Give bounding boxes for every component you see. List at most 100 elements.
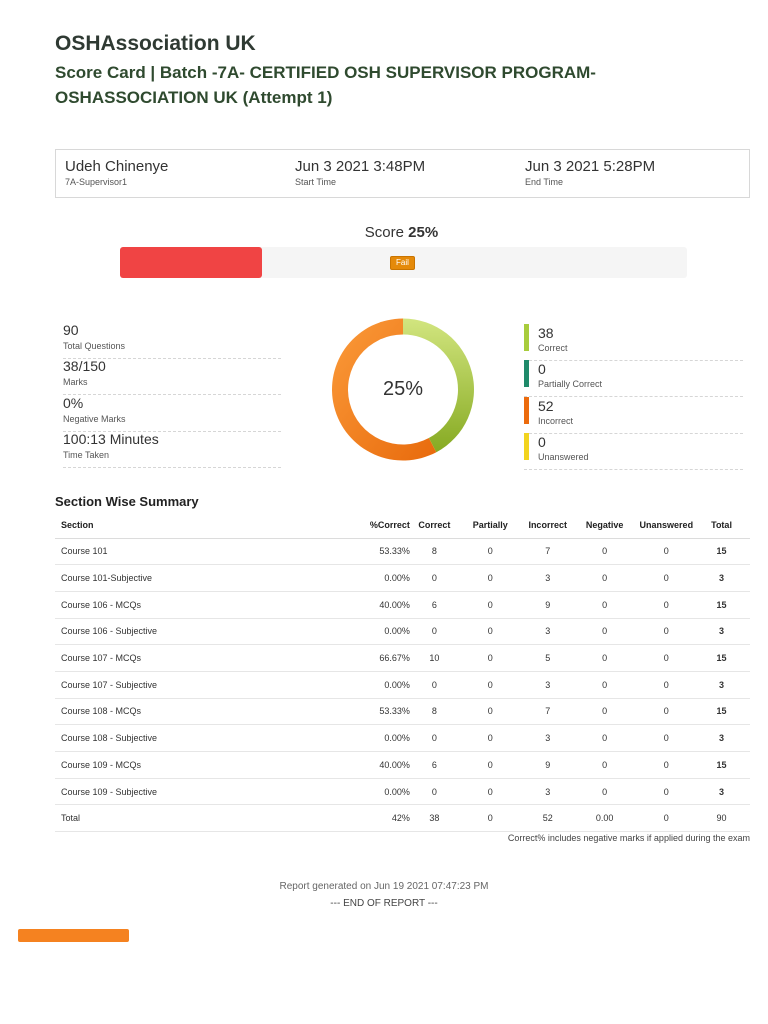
table-cell: 0	[454, 618, 526, 646]
table-cell: 8	[413, 698, 455, 726]
table-cell: 0	[454, 564, 526, 592]
table-cell: 15	[693, 538, 750, 566]
table-cell: 3	[693, 724, 750, 752]
table-cell: Course 106 - Subjective	[55, 618, 285, 646]
col-header: Incorrect	[525, 513, 570, 539]
table-cell: 0	[569, 564, 640, 592]
table-cell: 40.00%	[284, 751, 414, 779]
section-summary-title: Section Wise Summary	[55, 494, 199, 509]
stat-value: 90	[63, 322, 79, 338]
stat-value: 38	[538, 325, 554, 341]
stat-value: 0	[538, 434, 546, 450]
stat-unanswered: 0 Unanswered	[524, 433, 743, 470]
stat-label: Incorrect	[538, 416, 574, 426]
table-cell: 8	[413, 538, 455, 566]
stat-incorrect: 52 Incorrect	[524, 397, 743, 434]
legend-swatch-partial	[524, 360, 529, 387]
col-header: Total	[693, 513, 750, 539]
table-cell: 42%	[284, 804, 414, 833]
table-row: Course 108 - Subjective 0.00% 0 0 3 0 0 3	[55, 724, 750, 752]
table-total-row: Total 42% 38 0 52 0.00 0 90	[55, 804, 750, 833]
table-cell: 0	[569, 698, 640, 726]
table-cell: 3	[525, 724, 570, 752]
table-cell: 0	[639, 564, 694, 592]
table-row: Course 107 - Subjective 0.00% 0 0 3 0 0 3	[55, 671, 750, 699]
table-cell: 0	[454, 538, 526, 566]
footer-orange-bar	[18, 929, 129, 942]
stat-label: Time Taken	[63, 450, 110, 460]
table-cell: 0.00	[569, 804, 640, 833]
score-donut-chart	[331, 318, 474, 461]
start-col: Jun 3 2021 3:48PM Start Time	[295, 158, 425, 187]
table-cell: 0	[639, 671, 694, 699]
score-label: Score	[364, 224, 404, 241]
table-cell: 0	[569, 538, 640, 566]
table-row: Course 106 - Subjective 0.00% 0 0 3 0 0 3	[55, 618, 750, 646]
table-cell: Course 109 - MCQs	[55, 751, 285, 779]
legend-swatch-correct	[524, 324, 529, 351]
candidate-group: 7A-Supervisor1	[65, 177, 128, 187]
table-cell: 0	[454, 671, 526, 699]
table-row: Course 101 53.33% 8 0 7 0 0 15	[55, 538, 750, 566]
table-cell: 0	[639, 751, 694, 779]
table-cell: Course 106 - MCQs	[55, 591, 285, 619]
status-badge: Fail	[390, 256, 415, 270]
table-cell: 0	[413, 724, 455, 752]
start-time-label: Start Time	[295, 177, 337, 187]
table-cell: 15	[693, 751, 750, 779]
table-cell: 40.00%	[284, 591, 414, 619]
table-cell: 0	[639, 724, 694, 752]
stat-correct: 38 Correct	[524, 324, 743, 361]
start-time: Jun 3 2021 3:48PM	[295, 158, 426, 175]
donut-center-label: 25%	[382, 378, 424, 400]
table-row: Course 108 - MCQs 53.33% 8 0 7 0 0 15	[55, 698, 750, 726]
table-cell: 53.33%	[284, 538, 414, 566]
table-cell: 3	[525, 671, 570, 699]
table-cell: 5	[525, 644, 570, 672]
table-cell: Course 107 - MCQs	[55, 644, 285, 672]
table-cell: 3	[693, 778, 750, 806]
table-row: Course 109 - Subjective 0.00% 0 0 3 0 0 3	[55, 778, 750, 806]
end-col: Jun 3 2021 5:28PM End Time	[525, 158, 655, 187]
table-cell: Total	[55, 804, 285, 833]
end-time-label: End Time	[525, 177, 564, 187]
candidate-info-box: Udeh Chinenye 7A-Supervisor1 Jun 3 2021 …	[55, 149, 750, 198]
table-cell: 3	[525, 564, 570, 592]
table-cell: 7	[525, 538, 570, 566]
stat-value: 0	[538, 361, 546, 377]
table-cell: 0	[413, 778, 455, 806]
table-cell: 90	[693, 804, 750, 833]
table-cell: 3	[693, 618, 750, 646]
col-header: Partially	[454, 513, 526, 539]
table-row: Course 101-Subjective 0.00% 0 0 3 0 0 3	[55, 564, 750, 592]
col-header: Negative	[569, 513, 640, 539]
candidate-col: Udeh Chinenye 7A-Supervisor1	[65, 158, 168, 187]
table-cell: 0	[569, 644, 640, 672]
table-cell: Course 109 - Subjective	[55, 778, 285, 806]
score-value: 25%	[408, 224, 439, 241]
report-generated-text: Report generated on Jun 19 2021 07:47:23…	[279, 881, 489, 892]
stat-value: 0%	[63, 395, 84, 411]
table-cell: Course 101	[55, 538, 285, 566]
table-cell: 0	[639, 538, 694, 566]
table-cell: 0.00%	[284, 618, 414, 646]
table-cell: Course 107 - Subjective	[55, 671, 285, 699]
table-cell: Course 108 - Subjective	[55, 724, 285, 752]
col-header: %Correct	[284, 513, 414, 539]
stat-label: Marks	[63, 377, 88, 387]
col-header: Correct	[413, 513, 455, 539]
table-cell: 3	[693, 564, 750, 592]
table-cell: 0	[454, 698, 526, 726]
stat-value: 100:13 Minutes	[63, 431, 159, 447]
stat-value: 38/150	[63, 358, 106, 374]
table-cell: Course 108 - MCQs	[55, 698, 285, 726]
score-progress-fill	[120, 247, 262, 278]
table-cell: 15	[693, 644, 750, 672]
report-title: Score Card | Batch -7A- CERTIFIED OSH SU…	[55, 63, 596, 107]
table-cell: 0.00%	[284, 564, 414, 592]
stat-value: 52	[538, 398, 554, 414]
table-cell: 0	[639, 698, 694, 726]
table-cell: 0	[413, 671, 455, 699]
stat-label: Total Questions	[63, 341, 126, 351]
table-cell: 15	[693, 591, 750, 619]
